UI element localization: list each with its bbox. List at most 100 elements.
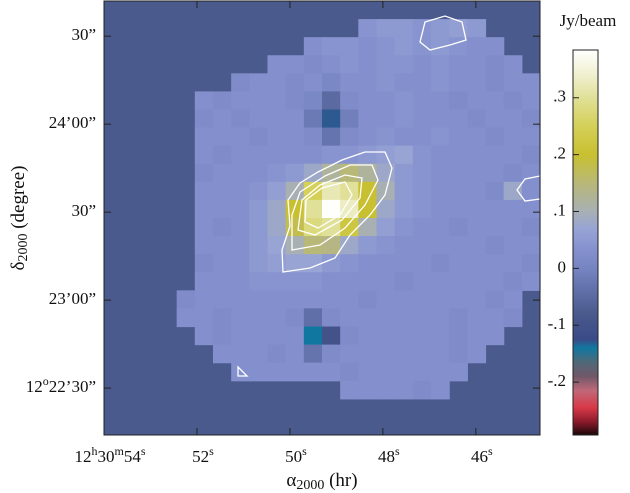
pixel bbox=[267, 181, 287, 201]
pixel bbox=[376, 19, 396, 38]
pixel bbox=[231, 127, 250, 147]
pixel bbox=[303, 199, 323, 219]
pixel bbox=[412, 19, 432, 38]
pixel bbox=[521, 145, 541, 165]
pixel bbox=[249, 127, 269, 147]
pixel bbox=[431, 181, 450, 201]
pixel bbox=[412, 181, 432, 201]
pixel bbox=[412, 308, 432, 328]
pixel bbox=[485, 163, 505, 183]
pixel bbox=[249, 109, 269, 129]
pixel bbox=[231, 236, 250, 255]
pixel bbox=[285, 163, 305, 183]
pixel bbox=[176, 308, 196, 328]
colorbar-tick-label: .3 bbox=[553, 87, 566, 106]
pixel bbox=[467, 91, 487, 111]
pixel bbox=[249, 218, 269, 237]
pixel bbox=[231, 326, 250, 346]
pixel bbox=[431, 37, 450, 56]
pixel bbox=[521, 91, 541, 111]
pixel bbox=[431, 73, 450, 93]
pixel bbox=[503, 218, 523, 237]
pixel bbox=[358, 127, 378, 147]
pixel bbox=[231, 344, 250, 364]
pixel bbox=[303, 145, 323, 165]
pixel bbox=[231, 181, 250, 201]
colorbar-tick-label: .1 bbox=[553, 200, 566, 219]
pixel bbox=[431, 308, 450, 328]
pixel bbox=[303, 218, 323, 237]
pixel bbox=[521, 272, 541, 291]
pixel bbox=[340, 254, 359, 273]
pixel bbox=[503, 145, 523, 165]
plot-frame bbox=[103, 0, 541, 436]
pixel bbox=[449, 109, 468, 129]
pixel bbox=[394, 236, 414, 255]
pixel bbox=[285, 236, 305, 255]
plot-area bbox=[104, 1, 541, 435]
pixel bbox=[285, 127, 305, 147]
pixel bbox=[213, 254, 232, 273]
contour bbox=[304, 181, 353, 229]
pixel bbox=[376, 308, 396, 328]
x-tick-label: 46s bbox=[471, 444, 493, 466]
pixel bbox=[249, 254, 269, 273]
pixel bbox=[231, 254, 250, 273]
contour bbox=[419, 15, 467, 51]
pixel bbox=[376, 254, 396, 273]
pixel bbox=[267, 163, 287, 183]
pixel bbox=[285, 145, 305, 165]
pixel bbox=[394, 380, 414, 400]
pixel bbox=[521, 236, 541, 255]
pixel bbox=[213, 290, 232, 310]
pixel bbox=[194, 127, 214, 147]
pixel bbox=[449, 236, 468, 255]
pixel bbox=[303, 308, 323, 328]
pixel bbox=[431, 290, 450, 310]
pixel bbox=[485, 254, 505, 273]
pixel bbox=[213, 127, 232, 147]
pixel bbox=[394, 181, 414, 201]
pixel bbox=[322, 362, 341, 382]
pixel bbox=[449, 91, 468, 111]
pixel bbox=[231, 272, 250, 291]
pixel bbox=[412, 272, 432, 291]
pixel bbox=[303, 326, 323, 346]
pixel bbox=[503, 254, 523, 273]
pixel bbox=[503, 91, 523, 111]
pixel bbox=[431, 344, 450, 364]
pixel bbox=[485, 181, 505, 201]
pixel bbox=[340, 290, 359, 310]
pixel bbox=[376, 73, 396, 93]
pixel bbox=[467, 55, 487, 74]
pixel bbox=[194, 290, 214, 310]
pixel bbox=[231, 218, 250, 237]
pixel bbox=[358, 362, 378, 382]
pixel bbox=[267, 344, 287, 364]
pixel bbox=[358, 73, 378, 93]
pixel bbox=[521, 73, 541, 93]
pixel bbox=[303, 290, 323, 310]
pixel bbox=[376, 199, 396, 219]
pixel bbox=[213, 344, 232, 364]
pixel bbox=[231, 308, 250, 328]
pixel bbox=[249, 145, 269, 165]
pixel bbox=[358, 19, 378, 38]
pixel bbox=[231, 362, 250, 382]
pixel bbox=[322, 181, 341, 201]
pixel bbox=[194, 326, 214, 346]
pixel bbox=[194, 163, 214, 183]
pixel bbox=[467, 326, 487, 346]
pixel bbox=[412, 380, 432, 400]
pixel bbox=[431, 145, 450, 165]
pixel bbox=[322, 73, 341, 93]
pixel bbox=[249, 199, 269, 219]
pixel bbox=[521, 109, 541, 129]
pixel bbox=[412, 236, 432, 255]
pixel bbox=[521, 163, 541, 183]
pixel bbox=[231, 91, 250, 111]
pixel bbox=[376, 91, 396, 111]
pixel bbox=[376, 380, 396, 400]
pixel bbox=[412, 127, 432, 147]
